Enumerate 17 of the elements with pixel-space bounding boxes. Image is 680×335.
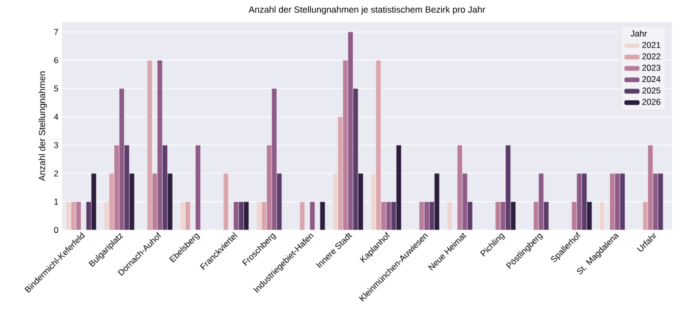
legend-label: 2021 xyxy=(642,42,660,48)
y-tick-label: 5 xyxy=(54,86,58,92)
y-axis-title: Anzahl der Stellungnahmen xyxy=(38,72,47,182)
legend-label: 2026 xyxy=(642,98,660,105)
y-tick-label: 0 xyxy=(54,227,58,233)
y-tick-label: 4 xyxy=(54,114,58,120)
chart-title: Anzahl der Stellungnahmen je statistischem Bezirk pro Jahr xyxy=(248,6,486,14)
legend-label: 2022 xyxy=(642,53,660,60)
legend-label: 2024 xyxy=(642,76,660,82)
legend-label: 2025 xyxy=(642,88,660,94)
y-tick-label: 2 xyxy=(54,170,58,176)
legend-label: 2023 xyxy=(642,64,660,71)
y-tick-label: 7 xyxy=(54,28,58,35)
y-tick-label: 3 xyxy=(54,142,58,148)
y-tick-label: 6 xyxy=(54,57,58,64)
y-tick-label: 1 xyxy=(54,198,58,205)
legend-title: Jahr xyxy=(630,30,647,37)
